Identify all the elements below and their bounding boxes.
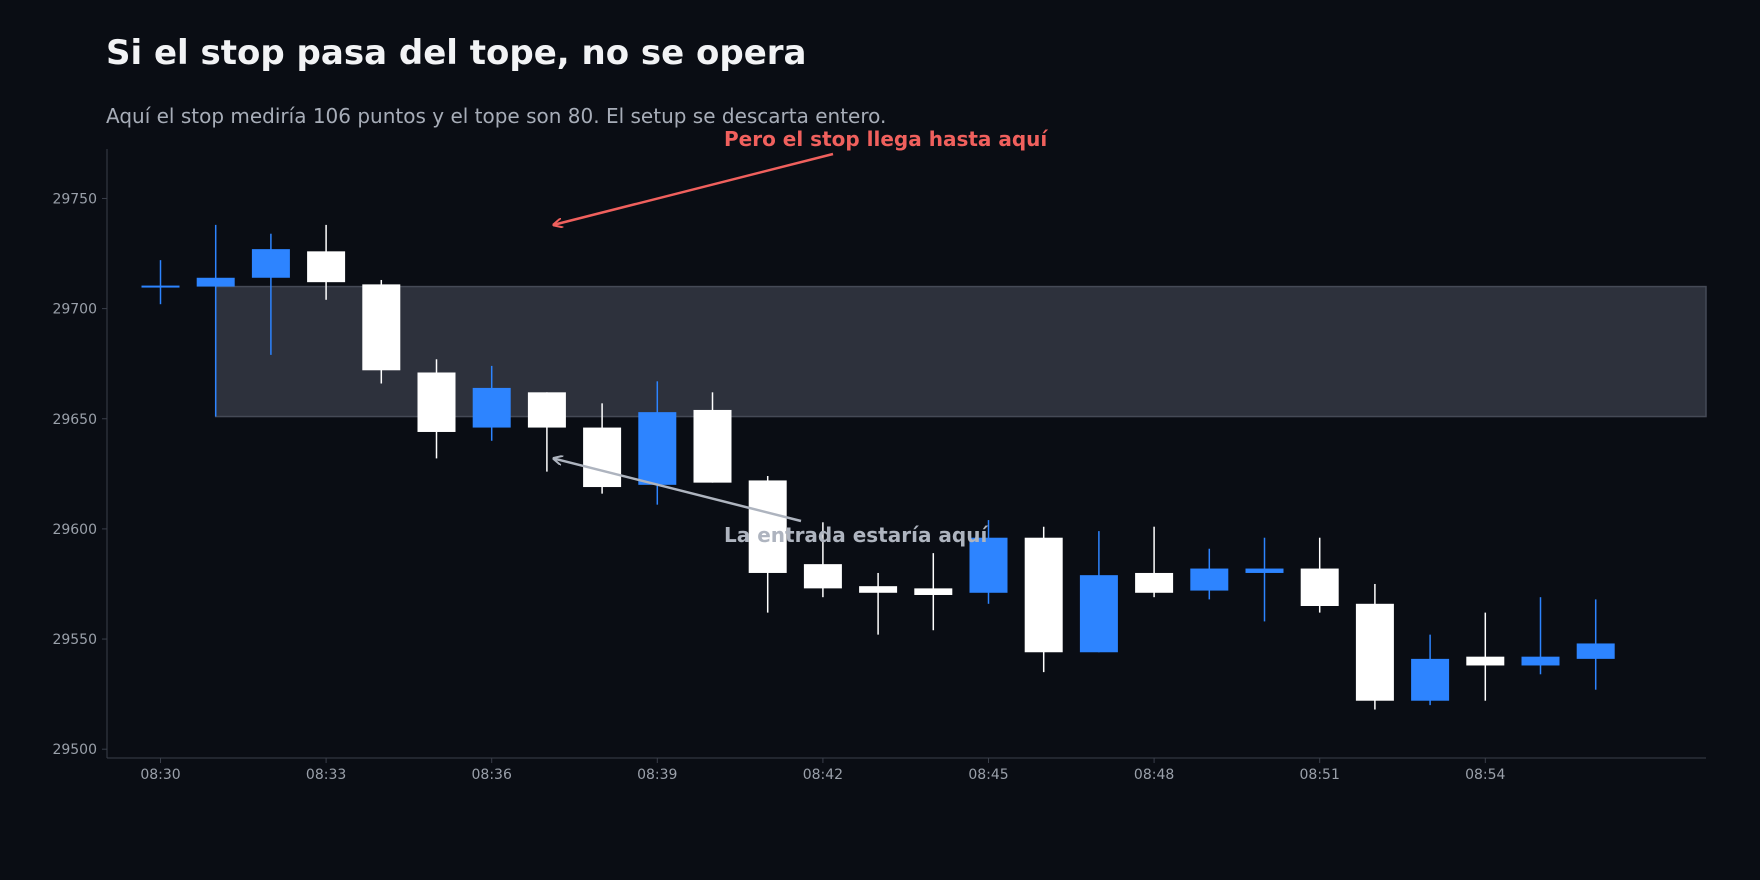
candle-body (638, 412, 677, 485)
candle-body (803, 564, 842, 589)
y-tick-label: 29550 (52, 632, 97, 648)
y-tick-label: 29500 (52, 742, 97, 758)
annotation-text: La entrada estaría aquí (724, 523, 988, 547)
candle-body (859, 586, 898, 593)
candle-body (141, 285, 180, 288)
candle-body (1466, 656, 1505, 666)
candle-body (1135, 572, 1174, 593)
annotation-arrow (554, 458, 802, 523)
candle-body (1521, 656, 1560, 666)
candle-body (307, 251, 346, 283)
x-tick-label: 08:48 (1134, 767, 1174, 783)
candle-body (693, 409, 732, 483)
x-tick-label: 08:45 (968, 767, 1008, 783)
candle-body (583, 427, 622, 488)
candle-body (1300, 568, 1339, 606)
candle-body (1245, 568, 1284, 573)
candle-body (1190, 568, 1229, 591)
x-tick-label: 08:54 (1465, 767, 1505, 783)
candle-body (1079, 575, 1118, 653)
y-tick-label: 29650 (52, 412, 97, 428)
candle-body (196, 277, 235, 287)
x-tick-label: 08:51 (1300, 767, 1340, 783)
x-tick-label: 08:39 (637, 767, 677, 783)
candle-body (472, 387, 511, 428)
candle-body (748, 480, 787, 573)
candle-body (527, 392, 566, 428)
x-tick-label: 08:36 (472, 767, 512, 783)
candle-body (417, 372, 456, 432)
y-tick-label: 29700 (52, 302, 97, 318)
annotation-text: Pero el stop llega hasta aquí (724, 127, 1048, 151)
candle-body (1024, 537, 1063, 653)
annotation-arrow (554, 152, 834, 225)
chart-title: Si el stop pasa del tope, no se opera (106, 33, 807, 73)
stop-zone (214, 285, 1707, 418)
candle-body (1411, 658, 1450, 701)
y-tick-label: 29600 (52, 522, 97, 538)
x-tick-label: 08:30 (140, 767, 180, 783)
x-tick-label: 08:42 (803, 767, 843, 783)
x-tick-label: 08:33 (306, 767, 346, 783)
candle-body (1576, 643, 1615, 659)
y-tick-label: 29750 (52, 191, 97, 207)
candle-body (969, 537, 1008, 593)
candle-body (362, 284, 401, 371)
candle-body (914, 588, 953, 595)
chart-subtitle: Aquí el stop mediría 106 puntos y el top… (106, 104, 886, 128)
candle-body (1355, 603, 1394, 701)
candle-body (251, 249, 290, 278)
